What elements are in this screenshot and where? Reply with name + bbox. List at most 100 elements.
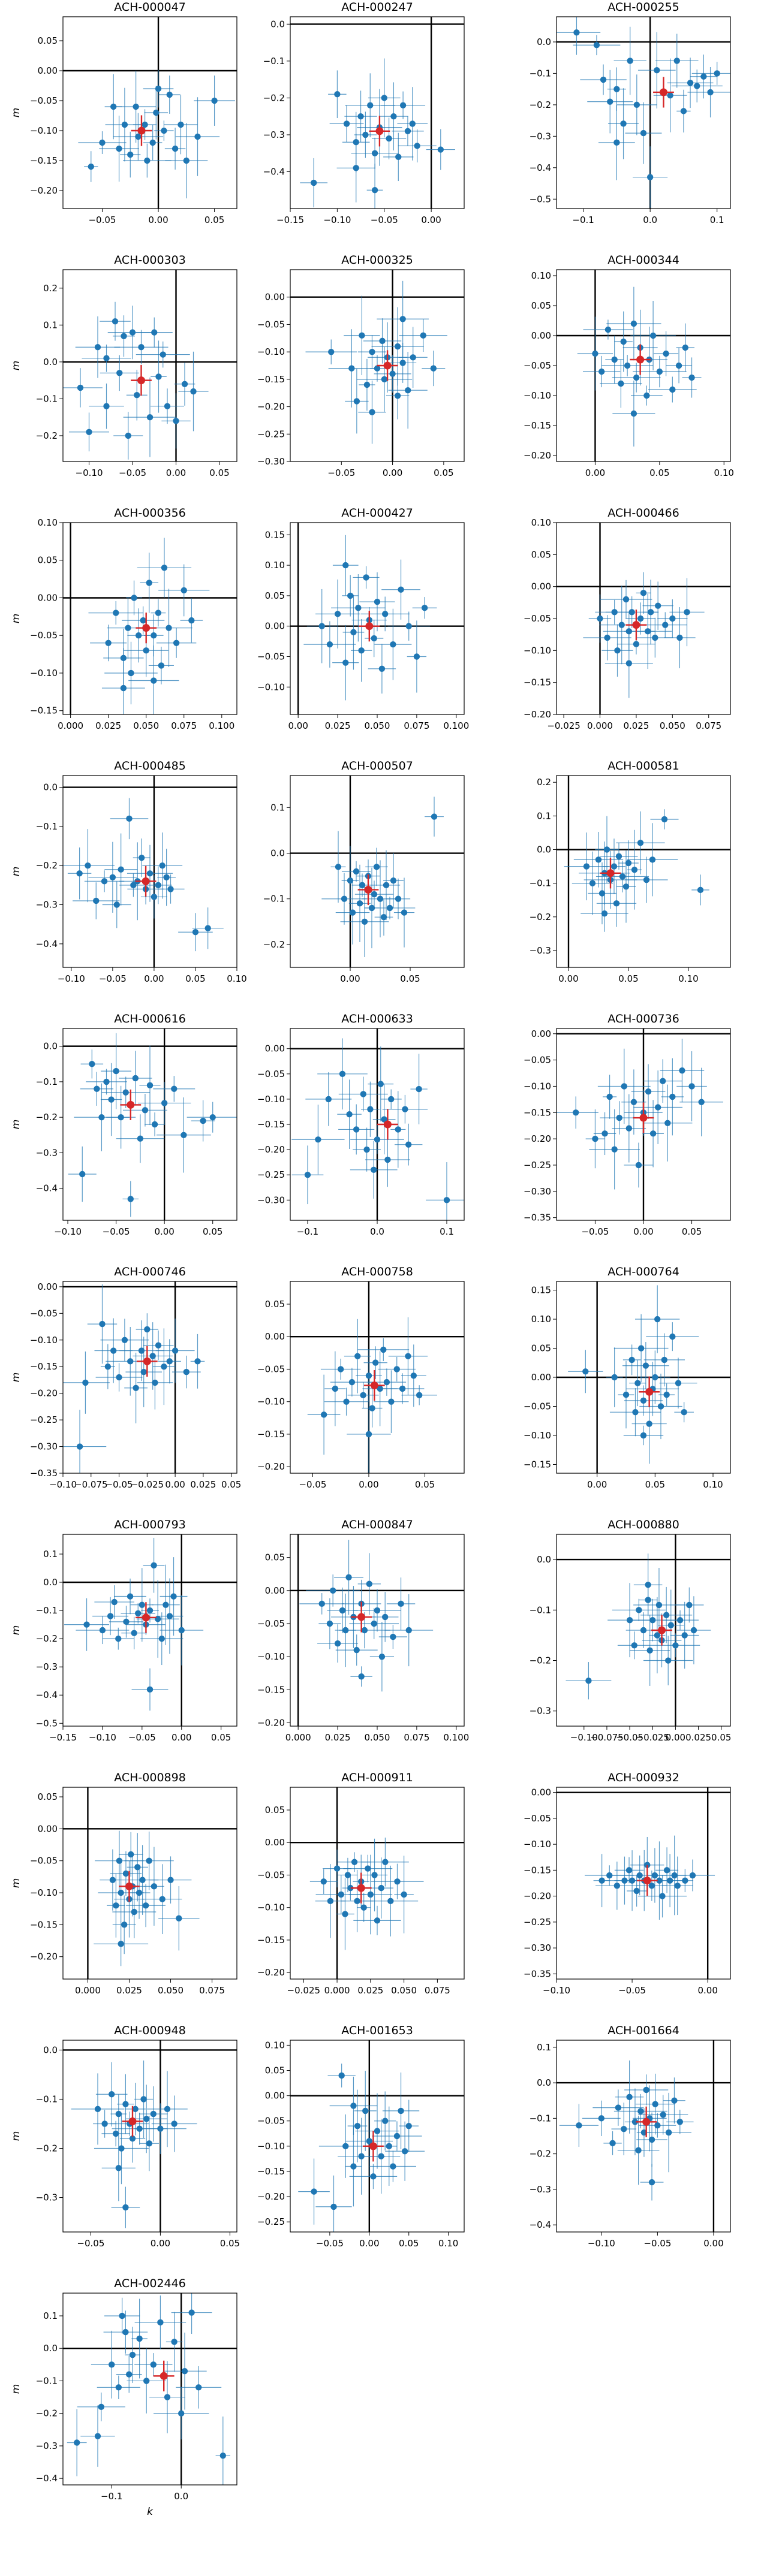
data-point xyxy=(687,79,694,86)
data-point xyxy=(573,1109,579,1116)
y-tick-label: 0.1 xyxy=(270,802,285,813)
y-tick-label: −0.3 xyxy=(530,2184,551,2195)
data-point xyxy=(134,392,140,399)
y-tick-label: 0.0 xyxy=(43,782,58,793)
data-point xyxy=(661,816,668,823)
data-point xyxy=(135,1610,142,1616)
data-point xyxy=(334,91,341,98)
data-point xyxy=(381,376,388,383)
data-point xyxy=(131,1630,137,1636)
y-tick-label: 0.05 xyxy=(265,590,285,601)
data-point xyxy=(369,409,375,415)
data-point xyxy=(378,1653,386,1660)
y-tick-label: −0.20 xyxy=(524,1133,551,1144)
panel-title: ACH-000633 xyxy=(341,1012,413,1025)
data-point xyxy=(146,580,152,586)
plot-area xyxy=(63,1281,237,1473)
panel-title: ACH-000616 xyxy=(114,1012,186,1025)
data-point xyxy=(378,2153,384,2159)
axes-frame xyxy=(62,522,237,715)
data-point xyxy=(192,929,199,936)
data-point xyxy=(631,1642,637,1649)
y-tick-label: −0.20 xyxy=(524,450,551,461)
data-point xyxy=(155,373,162,380)
x-tick-label: 0.05 xyxy=(399,2238,419,2249)
mean-point xyxy=(142,1613,150,1622)
x-tick-label: 0.00 xyxy=(144,973,164,984)
panel-ach-000466: ACH-000466 −0.025 0.000 0.025 0.050 0.075 0.10… xyxy=(524,506,731,731)
data-point xyxy=(112,318,119,325)
data-point xyxy=(627,58,633,64)
data-point xyxy=(576,2122,582,2129)
data-point xyxy=(437,146,444,153)
data-point xyxy=(355,605,362,611)
x-tick-label: 0.000 xyxy=(58,720,83,731)
mean-point xyxy=(636,355,645,364)
x-tick-label: 0.000 xyxy=(587,720,613,731)
data-point xyxy=(637,840,644,846)
data-point xyxy=(356,900,363,907)
x-tick-label: −0.1 xyxy=(297,1226,318,1237)
x-tick-label: 0.05 xyxy=(415,1479,435,1490)
y-tick-label: −0.2 xyxy=(530,99,551,110)
data-point xyxy=(371,1620,377,1627)
data-point xyxy=(383,882,390,889)
y-tick-label: −0.10 xyxy=(524,1081,551,1091)
data-point xyxy=(371,187,378,194)
data-point xyxy=(421,605,428,611)
data-point xyxy=(135,632,142,639)
data-point xyxy=(121,121,128,128)
panel-ach-000047: ACH-000047 −0.05 0.00 0.05 0.05 0.00 −0.05 −0.1… xyxy=(10,1,237,225)
x-tick-label: 0.00 xyxy=(165,1479,185,1490)
x-tick-label: −0.075 xyxy=(590,1732,624,1743)
data-point xyxy=(630,1099,637,1105)
y-tick-label: −0.20 xyxy=(30,1388,58,1399)
data-point xyxy=(136,1889,143,1896)
mean-point xyxy=(606,869,615,877)
x-tick-label: −0.05 xyxy=(316,2238,344,2249)
data-point xyxy=(118,866,124,873)
plot-area xyxy=(557,523,730,714)
data-point xyxy=(592,1135,598,1142)
data-point xyxy=(164,2106,171,2113)
data-point xyxy=(136,2335,143,2342)
y-tick-label: −0.1 xyxy=(530,878,551,889)
axes-frame xyxy=(290,269,465,462)
data-point xyxy=(621,1083,627,1090)
x-tick-label: −0.1 xyxy=(572,215,594,225)
data-point xyxy=(592,350,598,357)
data-point xyxy=(613,139,620,146)
data-point xyxy=(98,2403,104,2411)
x-tick-label: 0.05 xyxy=(220,2238,240,2249)
y-tick-label: 0.0 xyxy=(537,37,551,47)
y-tick-label: 0.00 xyxy=(38,1823,58,1834)
data-point xyxy=(76,870,83,877)
y-tick-label: −0.20 xyxy=(524,709,551,720)
y-tick-label: −0.20 xyxy=(257,1967,285,1978)
mean-point xyxy=(375,127,384,135)
data-point xyxy=(310,179,317,186)
y-tick-label: −0.25 xyxy=(257,429,285,439)
data-point xyxy=(118,1889,124,1896)
y-tick-label: 0.10 xyxy=(265,560,285,571)
data-point xyxy=(362,2107,369,2115)
data-point xyxy=(388,1398,395,1405)
y-tick-label: −0.05 xyxy=(257,1869,285,1880)
data-point xyxy=(398,2107,404,2115)
x-tick-label: 0.025 xyxy=(190,1479,216,1490)
data-point xyxy=(337,1366,344,1373)
data-point xyxy=(183,157,190,164)
panel-title: ACH-000581 xyxy=(607,759,679,773)
data-point xyxy=(137,1135,144,1142)
y-tick-label: −0.20 xyxy=(257,2191,285,2202)
data-point xyxy=(171,2339,178,2345)
panel-ach-000736: ACH-000736 −0.05 0.00 0.05 0.00 −0.05 −0.10 −0.… xyxy=(524,1012,731,1237)
data-point xyxy=(122,1089,129,1096)
data-point xyxy=(604,326,612,333)
y-tick-label: −0.25 xyxy=(257,1169,285,1180)
axes-frame xyxy=(290,1787,465,1980)
data-point xyxy=(166,1613,173,1619)
data-point xyxy=(661,1356,668,1364)
x-tick-label: 0.05 xyxy=(204,215,224,225)
